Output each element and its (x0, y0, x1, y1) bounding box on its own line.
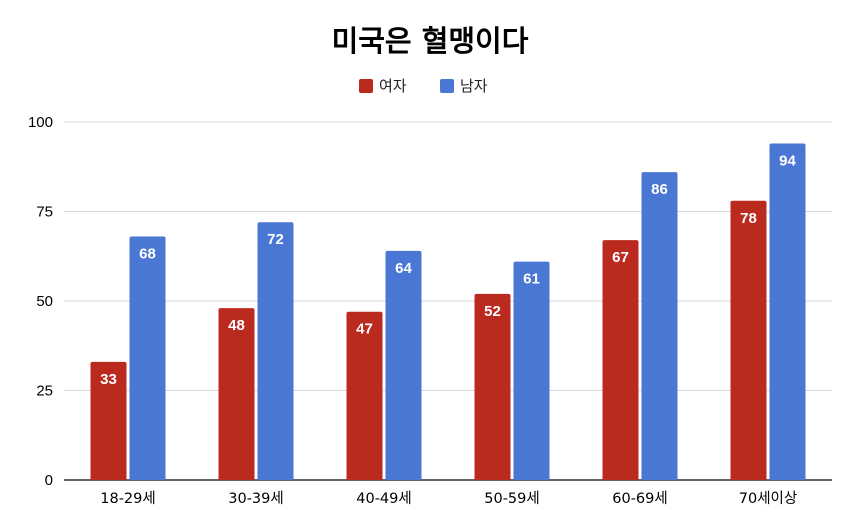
data-label-male-5: 86 (651, 181, 668, 198)
data-label-female-2: 48 (228, 317, 245, 334)
data-label-female-5: 67 (612, 249, 629, 266)
x-axis-categories: 18-29세 30-39세 40-49세 50-59세 60-69세 70세이상 (100, 490, 797, 507)
y-axis-ticks: 0 25 50 75 100 (28, 114, 53, 489)
data-label-male-3: 64 (395, 260, 412, 277)
bar-male-4 (513, 261, 550, 480)
data-label-male-6: 94 (779, 152, 796, 169)
bar-male-3 (385, 250, 422, 480)
bar-male-2 (257, 222, 294, 481)
x-category-label-3: 40-49세 (356, 490, 411, 507)
data-label-male-2: 72 (267, 231, 284, 248)
x-category-label-4: 50-59세 (484, 490, 539, 507)
data-label-male-1: 68 (139, 246, 156, 263)
y-tick-label-100: 100 (28, 114, 53, 131)
bar-series: 33 68 48 72 47 64 52 61 67 86 78 94 (90, 143, 806, 481)
chart-title: 미국은 혈맹이다 (332, 24, 529, 58)
x-category-label-6: 70세이상 (739, 490, 797, 507)
data-label-female-1: 33 (100, 371, 117, 388)
chart-legend: 여자 남자 (359, 77, 488, 95)
bar-female-3 (346, 311, 383, 480)
bar-female-5 (602, 240, 639, 480)
x-category-label-2: 30-39세 (228, 490, 283, 507)
bar-female-1 (90, 361, 127, 480)
legend-swatch-2 (440, 79, 454, 93)
bar-male-1 (129, 236, 166, 480)
gridlines (64, 121, 832, 481)
legend-label-2: 남자 (460, 77, 488, 95)
bar-male-5 (641, 172, 678, 480)
bar-male-6 (769, 143, 806, 481)
bar-female-4 (474, 293, 511, 480)
data-label-female-3: 47 (356, 321, 373, 338)
y-tick-label-75: 75 (36, 204, 53, 221)
x-category-label-5: 60-69세 (612, 490, 667, 507)
legend-label-1: 여자 (379, 77, 407, 95)
data-label-female-6: 78 (740, 210, 757, 227)
data-label-female-4: 52 (484, 303, 501, 320)
y-tick-label-25: 25 (36, 383, 53, 400)
bar-female-6 (730, 200, 767, 480)
x-category-label-1: 18-29세 (100, 490, 155, 507)
y-tick-label-0: 0 (45, 472, 53, 489)
data-label-male-4: 61 (523, 271, 540, 288)
bar-female-2 (218, 308, 255, 480)
y-tick-label-50: 50 (36, 293, 53, 310)
legend-swatch-1 (359, 79, 373, 93)
